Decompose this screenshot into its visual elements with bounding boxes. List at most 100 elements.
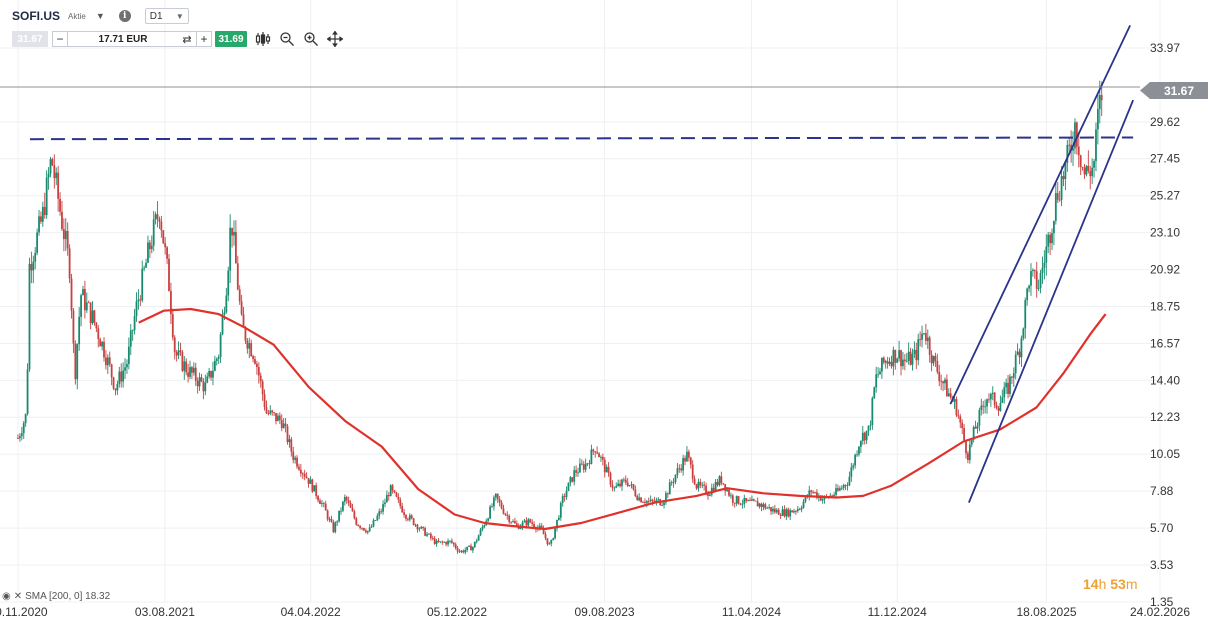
candle-body xyxy=(106,357,109,366)
candle-body xyxy=(703,484,706,486)
candle-body xyxy=(173,337,176,353)
symbol-name[interactable]: SOFI.US xyxy=(12,9,61,23)
candle-body xyxy=(686,451,688,462)
sma-legend-label[interactable]: SMA [200, 0] 18.32 xyxy=(25,591,111,602)
candle-body xyxy=(51,159,54,166)
candle-body xyxy=(259,375,262,382)
candle-body xyxy=(1037,287,1040,289)
candle-body xyxy=(1039,272,1042,288)
candle-body xyxy=(231,227,233,236)
candle-body xyxy=(414,524,417,526)
candle-body xyxy=(219,334,222,357)
candle-body xyxy=(1007,382,1009,394)
info-icon[interactable]: i xyxy=(118,10,131,22)
candle-body xyxy=(601,456,604,460)
candle-body xyxy=(867,425,870,431)
candle-body xyxy=(491,506,493,508)
candle-body xyxy=(1098,95,1101,110)
candle-body xyxy=(571,477,574,482)
candle-body xyxy=(30,264,33,271)
current-price-value: 31.67 xyxy=(1163,83,1195,98)
candle-body xyxy=(542,528,545,535)
candle-body xyxy=(250,343,253,357)
candle-body xyxy=(630,484,633,486)
candle-body xyxy=(127,346,130,365)
close-icon[interactable]: ✕ xyxy=(13,591,23,602)
candle-body xyxy=(152,219,155,246)
candle-body xyxy=(97,328,100,340)
candle-body xyxy=(489,506,491,519)
increase-button[interactable]: + xyxy=(196,32,211,46)
candle-body xyxy=(835,488,837,495)
candle-body xyxy=(1026,288,1029,301)
timeframe-select[interactable]: D1 ▼ xyxy=(144,8,189,24)
candle-body xyxy=(447,540,449,545)
buy-button[interactable]: 31.69 xyxy=(215,31,247,47)
candle-body xyxy=(368,527,371,531)
candle-body xyxy=(320,503,323,504)
symbol-dropdown-icon[interactable]: ▼ xyxy=(95,11,105,21)
candle-body xyxy=(101,341,103,347)
candle-body xyxy=(248,343,251,349)
candle-body xyxy=(330,518,333,522)
sell-button[interactable]: 31.67 xyxy=(12,31,48,47)
zoom-in-icon[interactable] xyxy=(303,31,319,47)
candle-body xyxy=(299,469,302,474)
candle-body xyxy=(401,505,404,513)
candle-body xyxy=(525,520,528,526)
decrease-button[interactable]: − xyxy=(53,32,68,46)
candle-body xyxy=(865,430,868,441)
move-icon[interactable] xyxy=(327,31,343,47)
candle-body xyxy=(777,509,780,515)
candle-body xyxy=(976,425,979,429)
candle-body xyxy=(728,489,730,496)
candle-body xyxy=(460,550,463,552)
candle-body xyxy=(900,350,902,367)
drawings-layer xyxy=(29,25,1134,503)
candle-body xyxy=(280,419,283,429)
y-tick-label: 12.23 xyxy=(1150,410,1180,424)
quantity-stepper[interactable]: − 17.71 EUR ⇄ + xyxy=(52,31,212,47)
candle-body xyxy=(1001,397,1004,404)
candle-body xyxy=(366,530,369,533)
candle-body xyxy=(619,483,621,487)
candle-body xyxy=(22,423,25,434)
candle-body xyxy=(473,541,476,548)
candle-body xyxy=(869,425,872,426)
candle-body xyxy=(928,337,931,355)
candle-body xyxy=(384,502,386,505)
candle-body xyxy=(663,502,665,506)
candle-body xyxy=(508,515,511,522)
candle-body xyxy=(378,511,381,516)
candle-body xyxy=(145,262,147,268)
candle-body xyxy=(150,245,153,250)
candle-body xyxy=(59,198,61,212)
candles-icon[interactable] xyxy=(255,31,271,47)
instrument-type: Aktie xyxy=(68,11,86,21)
quantity-field[interactable]: 17.71 EUR xyxy=(98,33,148,45)
candle-body xyxy=(804,496,807,502)
candle-body xyxy=(393,490,396,493)
candle-timer: 14h 53m xyxy=(1083,576,1138,592)
candle-body xyxy=(632,484,635,490)
candle-body xyxy=(471,547,474,551)
candle-body xyxy=(1054,193,1057,221)
candle-body xyxy=(1043,262,1046,268)
candle-body xyxy=(445,542,448,545)
candle-body xyxy=(502,508,505,514)
candle-body xyxy=(118,371,121,384)
candle-body xyxy=(450,540,453,543)
swap-icon[interactable]: ⇄ xyxy=(182,33,192,46)
candle-body xyxy=(234,232,237,264)
candle-body xyxy=(810,490,813,493)
candle-body xyxy=(108,357,111,365)
zoom-out-icon[interactable] xyxy=(279,31,295,47)
candle-body xyxy=(995,405,998,408)
eye-icon[interactable]: ◉ xyxy=(2,591,11,602)
candle-body xyxy=(737,496,740,504)
candle-body xyxy=(580,463,583,465)
candle-body xyxy=(626,482,629,486)
candle-body xyxy=(666,493,669,495)
candle-body xyxy=(19,436,21,439)
